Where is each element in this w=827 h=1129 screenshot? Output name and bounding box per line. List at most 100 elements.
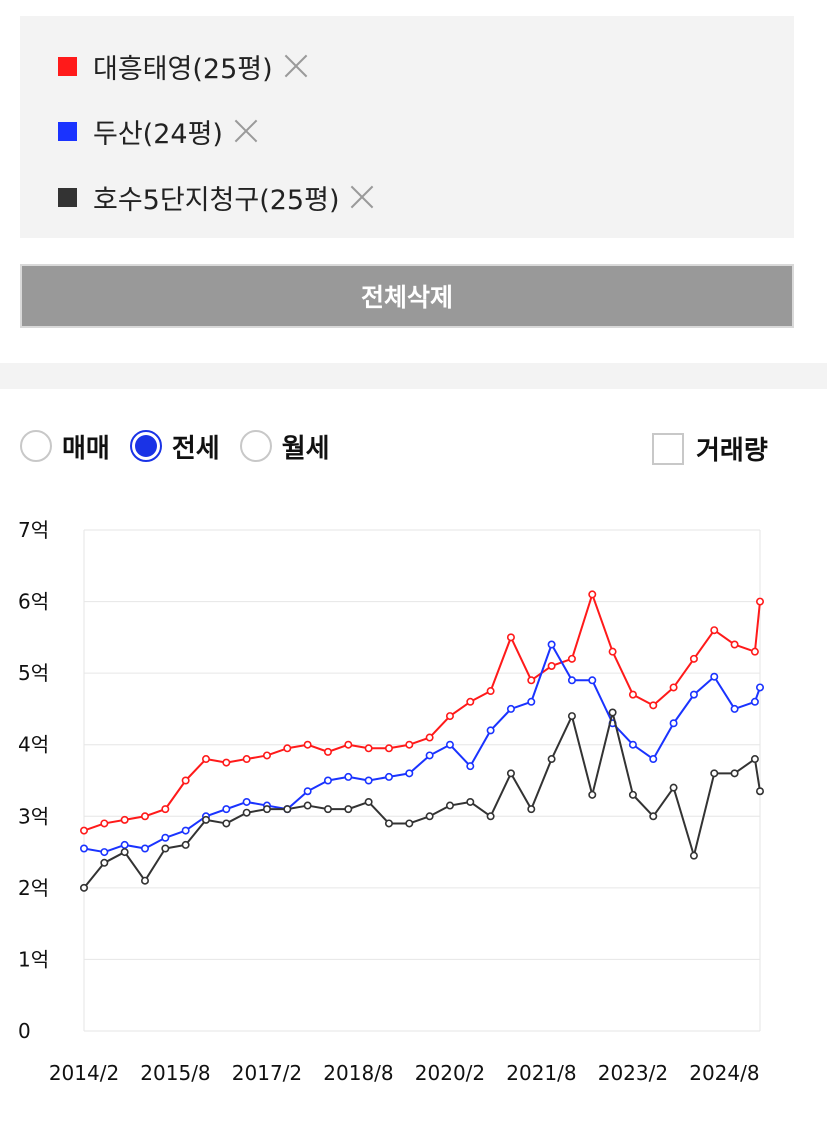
close-icon[interactable] [233,118,259,144]
data-point [384,772,393,781]
legend-item-doosan: 두산(24평) [58,111,259,151]
y-tick-label: 6억 [18,590,49,614]
data-point [222,805,231,814]
data-point [506,704,515,713]
x-tick-label: 2023/2 [598,1061,668,1085]
data-point [303,787,312,796]
legend-item-hosu: 호수5단지청구(25평) [58,177,375,217]
radio-circle[interactable] [20,430,52,462]
radio-label: 월세 [281,433,330,464]
data-point [222,819,231,828]
data-point [100,819,109,828]
data-point [242,808,251,817]
data-point [755,683,764,692]
delete-all-button[interactable]: 전체삭제 [20,264,794,328]
data-point [588,590,597,599]
data-point [750,647,759,656]
data-point [425,812,434,821]
volume-toggle[interactable]: 거래량 [652,430,768,467]
volume-label: 거래량 [696,436,768,466]
radio-jeonse[interactable]: 전세 [129,428,220,465]
series-line [83,593,761,832]
data-point [750,697,759,706]
data-point [710,626,719,635]
data-point [242,797,251,806]
data-point [445,712,454,721]
data-point [628,790,637,799]
data-point [100,848,109,857]
volume-checkbox[interactable] [652,432,684,465]
data-point [262,751,271,760]
data-point [384,819,393,828]
data-point [364,744,373,753]
x-tick-label: 2014/2 [49,1061,119,1085]
close-icon[interactable] [349,184,375,210]
data-point [303,801,312,810]
data-point [755,787,764,796]
data-point [344,740,353,749]
radio-sale[interactable]: 매매 [20,428,110,465]
radio-circle[interactable] [239,430,272,462]
data-point [567,654,576,663]
data-point [669,719,678,728]
x-tick-label: 2017/2 [232,1061,302,1085]
x-tick-label: 2020/2 [415,1061,485,1085]
radio-circle-checked[interactable] [129,430,162,462]
data-point [344,805,353,814]
data-point [669,683,678,692]
data-point [506,769,515,778]
data-point [201,815,210,824]
data-point [445,801,454,810]
data-point [755,597,764,606]
y-tick-label: 1억 [18,947,49,971]
data-point [222,758,231,767]
data-point [466,762,475,771]
series-0 [80,590,764,835]
data-point [303,740,312,749]
data-point [567,676,576,685]
legend-item-daeheung: 대흥태영(25평) [58,46,309,86]
trade-type-radio-group: 매매 전세 월세 [20,426,350,466]
radio-label: 전세 [171,433,220,464]
close-icon[interactable] [283,53,309,79]
y-tick-label: 0 [18,1019,31,1043]
data-point [527,676,536,685]
data-point [140,844,149,853]
data-point [425,751,434,760]
radio-monthly-rent[interactable]: 월세 [239,428,330,465]
data-point [161,833,170,842]
data-point [323,776,332,785]
data-point [80,826,89,835]
data-point [547,661,556,670]
series-line [83,643,761,854]
data-point [588,790,597,799]
data-point [80,844,89,853]
data-point [588,676,597,685]
data-point [384,744,393,753]
data-point [364,776,373,785]
data-point [181,776,190,785]
selected-complex-legend: 대흥태영(25평) 두산(24평) 호수5단지청구(25평) [20,16,794,238]
data-point [161,805,170,814]
data-point [506,633,515,642]
data-point [649,701,658,710]
chart-grid [83,529,761,1032]
series-line [83,711,761,889]
data-point [466,697,475,706]
chart-axes: 0 1억 2억 3억 4억 5억 6억 7억 2014/2 2015/8 2017/2 2018/8 2… [18,518,760,1085]
data-point [120,848,129,857]
data-point [649,812,658,821]
legend-swatch-dark [58,187,77,207]
data-point [730,704,739,713]
data-point [689,851,698,860]
price-trend-chart: 0 1억 2억 3억 4억 5억 6억 7억 2014/2 2015/8 2017/2 2018/8 2… [18,518,764,1085]
data-point [140,812,149,821]
data-point [547,755,556,764]
data-point [405,740,414,749]
legend-swatch-red [58,56,77,76]
data-point [486,726,495,735]
data-point [181,840,190,849]
legend-label: 대흥태영(25평) [93,53,273,85]
data-point [445,740,454,749]
data-point [730,769,739,778]
